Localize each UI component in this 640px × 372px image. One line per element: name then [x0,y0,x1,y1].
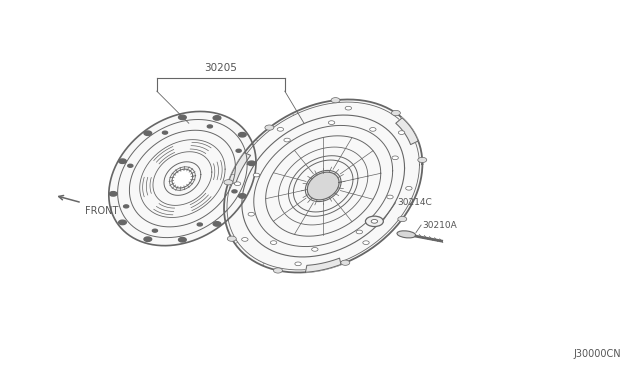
Polygon shape [172,169,193,188]
Circle shape [398,131,404,134]
Text: J30000CN: J30000CN [573,349,621,359]
Circle shape [227,236,236,241]
Circle shape [284,138,291,142]
Circle shape [128,164,133,167]
Circle shape [163,131,168,134]
Circle shape [179,115,186,120]
Polygon shape [307,172,339,200]
Circle shape [213,222,221,226]
Circle shape [232,190,237,193]
Circle shape [312,247,318,251]
Circle shape [248,161,255,166]
Circle shape [295,262,301,266]
Circle shape [356,230,362,234]
Text: 30210A: 30210A [422,221,457,230]
Circle shape [144,131,152,135]
Circle shape [118,159,126,163]
Circle shape [239,194,246,198]
Circle shape [273,268,282,273]
Circle shape [277,128,284,131]
Circle shape [270,241,276,244]
Circle shape [398,217,407,222]
Text: 30214C: 30214C [397,198,431,207]
Circle shape [239,132,246,137]
Circle shape [234,182,241,186]
Polygon shape [396,118,418,145]
Circle shape [328,121,335,125]
Circle shape [213,116,221,120]
Polygon shape [224,99,422,273]
Circle shape [387,195,393,199]
Ellipse shape [397,231,416,238]
Circle shape [265,125,274,130]
Circle shape [365,216,383,227]
Circle shape [224,180,233,185]
Circle shape [152,229,157,232]
Circle shape [392,156,398,160]
Circle shape [144,237,152,241]
Text: FRONT: FRONT [85,206,118,217]
Circle shape [370,128,376,131]
Circle shape [331,97,340,103]
Circle shape [242,238,248,241]
Circle shape [179,237,186,242]
Circle shape [109,192,117,196]
Circle shape [345,106,351,110]
Circle shape [363,241,369,244]
Circle shape [118,220,126,225]
Circle shape [248,212,255,216]
Circle shape [406,186,412,190]
Circle shape [371,219,378,223]
Text: 30205: 30205 [204,62,237,73]
Circle shape [197,223,202,226]
Circle shape [207,125,212,128]
Circle shape [341,260,350,265]
Circle shape [418,157,427,163]
Polygon shape [109,112,256,246]
Polygon shape [305,258,341,272]
Polygon shape [228,153,251,183]
Circle shape [253,173,260,177]
Circle shape [392,110,401,116]
Circle shape [124,205,129,208]
Circle shape [236,149,241,152]
